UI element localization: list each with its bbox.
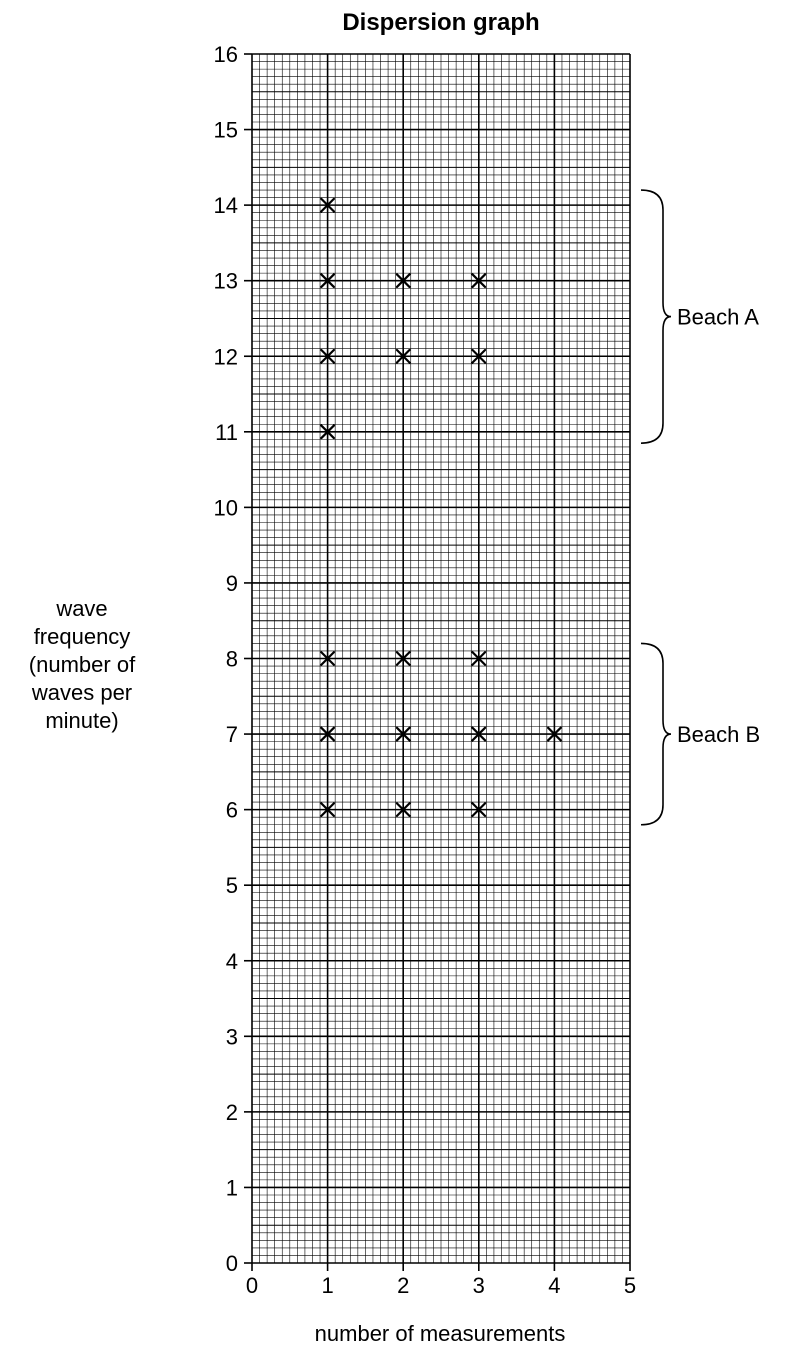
data-point-marker — [471, 801, 487, 818]
y-tick-label: 16 — [214, 42, 238, 67]
x-tick-label: 4 — [548, 1273, 560, 1298]
y-tick-label: 8 — [226, 647, 238, 672]
data-point-marker — [395, 726, 411, 742]
x-tick-label: 2 — [397, 1273, 409, 1298]
y-tick-label: 9 — [226, 571, 238, 596]
data-point-marker — [471, 650, 487, 667]
y-axis-label-line: minute) — [45, 708, 118, 733]
data-point-marker — [319, 650, 336, 667]
y-tick-label: 14 — [214, 193, 238, 218]
y-tick-label: 15 — [214, 118, 238, 143]
y-axis-label-line: wave — [55, 596, 107, 621]
x-tick-label: 3 — [473, 1273, 485, 1298]
brace-bracket — [640, 642, 672, 826]
x-tick-label: 0 — [246, 1273, 258, 1298]
grid — [244, 53, 631, 1271]
data-point-marker — [546, 726, 563, 742]
y-tick-label: 0 — [226, 1251, 238, 1276]
y-tick-label: 7 — [226, 722, 238, 747]
annotations: Beach A Beach B — [640, 189, 760, 826]
data-point-marker — [319, 197, 336, 213]
y-tick-label: 1 — [226, 1175, 238, 1200]
x-axis-label: number of measurements — [315, 1321, 566, 1346]
data-point-marker — [395, 801, 411, 818]
data-points — [319, 197, 563, 818]
x-tick-label: 1 — [321, 1273, 333, 1298]
brace-bracket — [640, 189, 672, 444]
y-axis-label-line: (number of — [29, 652, 136, 677]
data-point-marker — [471, 348, 487, 365]
y-tick-label: 3 — [226, 1024, 238, 1049]
data-point-marker — [319, 424, 336, 440]
y-axis-label-line: waves per — [31, 680, 132, 705]
data-point-marker — [395, 348, 411, 365]
data-point-marker — [395, 650, 411, 667]
data-point-marker — [319, 726, 336, 742]
data-point-marker — [319, 348, 336, 365]
y-tick-label: 6 — [226, 798, 238, 823]
y-tick-label: 4 — [226, 949, 238, 974]
y-axis-label: wave frequency (number of waves per minute) — [29, 596, 136, 733]
annotation-label: Beach B — [677, 722, 760, 747]
chart-title: Dispersion graph — [342, 9, 539, 36]
y-tick-label: 10 — [214, 495, 238, 520]
data-point-marker — [471, 726, 487, 742]
x-tick-labels: 0 1 2 3 4 5 — [246, 1273, 636, 1298]
data-point-marker — [471, 272, 487, 289]
data-point-marker — [319, 801, 336, 818]
y-tick-label: 12 — [214, 344, 238, 369]
data-point-marker — [395, 272, 411, 289]
y-axis-label-line: frequency — [34, 624, 131, 649]
annotation-label: Beach A — [677, 305, 759, 330]
x-tick-label: 5 — [624, 1273, 636, 1298]
y-tick-label: 11 — [215, 420, 238, 445]
y-tick-label: 13 — [214, 269, 238, 294]
data-point-marker — [319, 272, 336, 289]
y-tick-label: 5 — [226, 873, 238, 898]
y-tick-label: 2 — [226, 1100, 238, 1125]
